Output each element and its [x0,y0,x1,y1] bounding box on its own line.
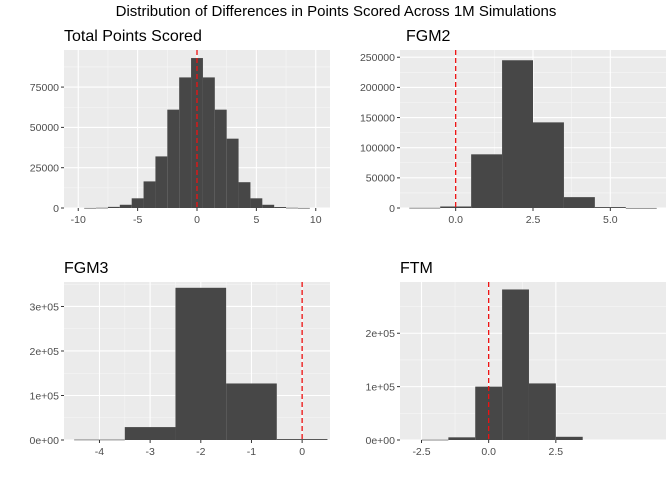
x-tick-label: -2 [196,446,205,458]
y-tick-label: 0 [389,203,395,215]
y-tick-label: 1e+05 [30,390,60,402]
histogram-bar [167,109,180,208]
x-tick-label: 2.5 [526,214,541,226]
y-tick-label: 0e+00 [30,435,60,447]
histogram-bar [502,289,529,440]
panel-ftm: -2.5 0.0 2.5 0e+00 1e+05 2e+05 FTM [366,260,666,458]
histogram-bar [528,383,556,440]
histogram-bar [143,181,156,208]
y-tick-label: 1e+05 [366,381,396,393]
histogram-bar [625,207,657,209]
histogram-bar [563,197,595,208]
histogram-bar [440,206,472,208]
histogram-bar [226,138,239,208]
y-tick-label: 2e+05 [366,328,396,340]
histogram-bar [155,156,168,208]
histogram-bar [533,122,564,208]
histogram-bar [131,198,144,208]
y-tick-label: 0 [53,203,59,215]
histogram-bar [555,436,583,440]
x-tick-label: 0 [194,214,200,226]
histogram-bar [594,207,626,208]
y-tick-label: 25000 [30,162,59,174]
y-tick-label: 100000 [360,142,395,154]
y-tick-label: 3e+05 [30,301,60,313]
histogram-bar [409,207,441,209]
panel-title-ftm: FTM [400,260,433,277]
histogram-bar [107,206,120,208]
x-tick-label: 5 [253,214,259,226]
histogram-bar [238,182,251,208]
histogram-bar [297,207,310,209]
histogram-bar [175,287,227,440]
histogram-bar [84,207,97,209]
histogram-bar [74,439,125,441]
x-tick-label: -5 [133,214,142,226]
figure-title: Distribution of Differences in Points Sc… [115,3,557,20]
histogram-bar [502,60,533,208]
y-tick-label: 250000 [360,52,395,64]
x-tick-label: -2.5 [412,446,430,458]
x-tick-label: 0 [299,446,305,458]
panel-title-total-points: Total Points Scored [64,28,202,45]
x-tick-label: -1 [247,446,256,458]
histogram-bar [119,204,132,208]
x-tick-label: 0.0 [448,214,463,226]
x-tick-label: -4 [95,446,104,458]
histogram-bar [471,154,503,208]
panel-title-fgm2: FGM2 [406,28,451,45]
histogram-bar [214,109,227,208]
histogram-bar [250,198,263,208]
panel-total-points: -10 -5 0 5 10 0 25000 50000 75000 Total Points Sc… [30,28,330,226]
x-tick-label: 0.0 [481,446,496,458]
x-tick-label: -10 [71,214,86,226]
y-tick-label: 2e+05 [30,346,60,358]
panel-fgm3: -4 -3 -2 -1 0 0e+00 1e+05 2e+05 3e+05 FGM3 [30,260,330,458]
x-tick-label: -3 [145,446,154,458]
y-tick-label: 200000 [360,82,395,94]
histogram-bar [286,207,298,209]
y-tick-label: 150000 [360,112,395,124]
y-tick-label: 75000 [30,82,59,94]
histogram-bar [274,207,287,208]
panel-title-fgm3: FGM3 [64,260,109,277]
y-tick-label: 0e+00 [366,435,396,447]
histogram-bar [421,439,449,441]
histogram-bar [96,207,108,209]
panel-fgm2: 0.0 2.5 5.0 0 50000 100000 150000 200000 250000 F… [360,28,666,226]
x-tick-label: 2.5 [549,446,564,458]
histogram-bar [124,427,176,440]
x-tick-label: 5.0 [603,214,618,226]
x-tick-label: 10 [310,214,322,226]
y-tick-label: 50000 [30,122,59,134]
histogram-bar [202,77,215,208]
y-tick-label: 50000 [366,173,395,185]
histogram-bar [262,204,275,208]
histogram-bar [226,383,277,440]
histogram-bar [179,77,192,208]
histogram-bar [448,437,476,440]
histogram-bar [276,439,328,440]
